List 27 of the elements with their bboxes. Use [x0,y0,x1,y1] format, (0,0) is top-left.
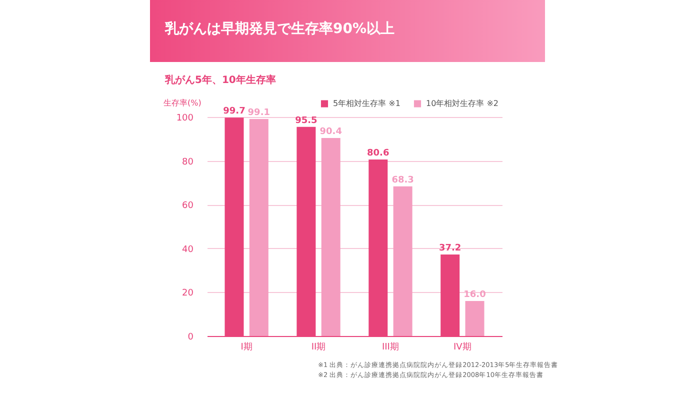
x-tick-label: III期 [382,342,399,352]
bar [465,300,484,336]
text: 68.3 [392,175,414,186]
y-tick-label: 40 [182,244,194,255]
text: 80.6 [367,148,390,158]
bar [321,138,340,336]
y-axis-title: 生存率(%) [164,98,202,108]
text: 99.1 [248,108,270,118]
text: 99.7 [223,106,246,117]
chart-subtitle: 乳がん5年、10年生存率 [164,74,276,86]
text: 90.4 [320,127,342,138]
y-tick-label: 20 [182,288,194,299]
legend-label: 5年相対生存率 ※1 [333,98,400,108]
x-tick-label: II期 [311,342,326,352]
x-tick-label: IV期 [454,342,472,352]
bar [249,118,268,336]
y-tick-label: 0 [188,332,194,342]
text: 37.2 [438,244,462,254]
legend-label: 10年相対生存率 ※2 [426,98,499,108]
y-tick-label: 100 [176,114,194,124]
y-tick-label: 60 [182,201,194,212]
bar [393,186,412,336]
y-tick-label: 80 [182,157,194,168]
text: 95.5 [295,116,318,126]
chart-title: 乳がんは早期発見で生存率90%以上 [165,20,395,38]
x-tick-label: I期 [240,342,252,352]
text: 16.0 [464,290,486,300]
